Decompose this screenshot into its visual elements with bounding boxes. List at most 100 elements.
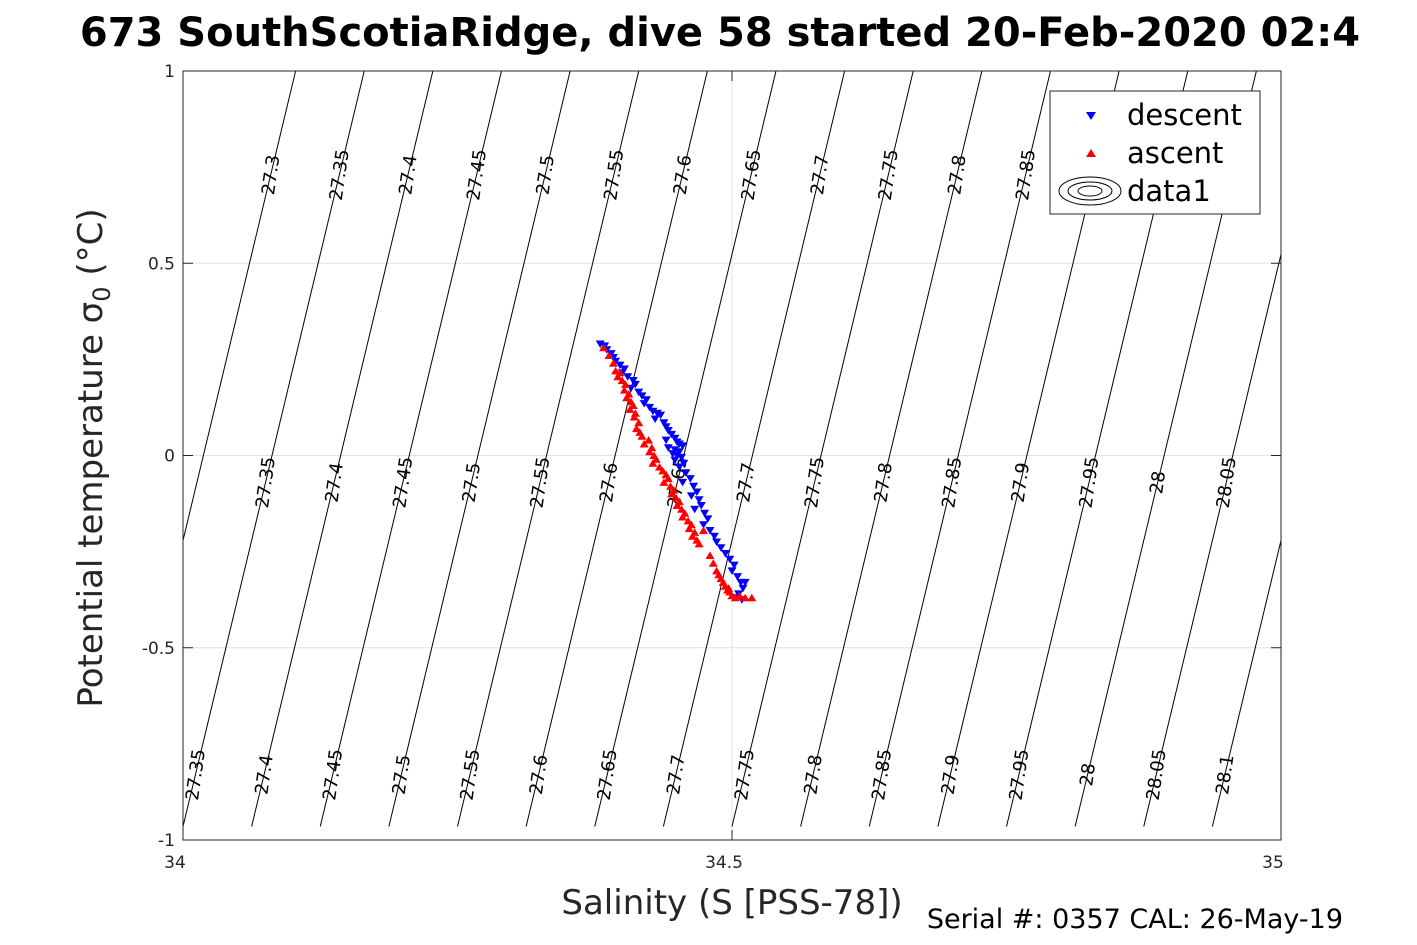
ascent-point — [659, 478, 669, 486]
density-contour-label: 28 — [1146, 470, 1170, 496]
descent-point — [694, 496, 704, 504]
ascent-point — [613, 372, 623, 381]
descent-point — [656, 411, 666, 420]
ascent-point — [608, 359, 618, 367]
ascent-point — [619, 386, 629, 394]
x-tick-label: 35 — [1262, 853, 1284, 873]
descent-point — [729, 561, 739, 570]
descent-point — [689, 482, 699, 491]
descent-point — [628, 377, 638, 385]
descent-point — [677, 453, 686, 462]
ascent-point — [599, 343, 608, 352]
ascent-point — [617, 376, 627, 384]
ascent-point — [637, 432, 647, 440]
descent-point — [699, 521, 708, 529]
descent-point — [634, 388, 644, 397]
descent-point — [630, 380, 640, 389]
descent-point — [678, 442, 688, 450]
legend-box — [1049, 90, 1261, 215]
descent-point — [674, 448, 684, 456]
y-axis-label-main: Potential temperature — [71, 323, 111, 707]
density-contour-line — [319, 71, 502, 827]
descent-point — [712, 538, 722, 546]
descent-point — [709, 532, 719, 541]
legend-descent-marker — [1086, 112, 1096, 120]
y-axis-label-sigma: σ — [71, 302, 111, 324]
ascent-point — [630, 409, 640, 417]
descent-point — [686, 492, 696, 500]
descent-point — [733, 573, 742, 581]
density-contour-line — [457, 71, 640, 827]
descent-point — [681, 469, 691, 477]
ascent-point — [672, 501, 682, 509]
legend-contour-icon — [1058, 176, 1122, 206]
descent-point — [670, 446, 680, 454]
ascent-point — [655, 463, 664, 471]
descent-point — [650, 415, 660, 423]
density-contour-line — [183, 71, 365, 827]
ascent-point — [705, 551, 715, 559]
ascent-point — [622, 393, 632, 402]
descent-point — [740, 578, 750, 587]
ascent-point — [708, 559, 718, 567]
ascent-point — [699, 526, 708, 534]
descent-point — [641, 396, 651, 404]
grid-lines — [183, 71, 1281, 840]
x-tick-label: 34 — [164, 853, 186, 873]
legend-descent-label: descent — [1127, 98, 1242, 132]
descent-point — [661, 436, 671, 445]
descent-point — [679, 459, 689, 468]
ascent-point — [634, 418, 644, 427]
y-tick-label: 0 — [164, 447, 175, 467]
ascent-point — [629, 413, 639, 421]
descent-point — [615, 361, 625, 370]
y-tick-label: -1 — [158, 831, 175, 851]
y-tick-label: 1 — [164, 62, 175, 82]
density-contour-line — [251, 71, 434, 827]
ascent-point — [684, 524, 694, 533]
ascent-point — [621, 380, 630, 388]
legend: descent ascent data1 — [1049, 90, 1261, 215]
ascent-point — [694, 539, 704, 548]
descent-point — [725, 555, 735, 564]
descent-point — [670, 456, 680, 465]
descent-series — [595, 340, 750, 604]
descent-point — [645, 403, 655, 412]
descent-point — [690, 505, 700, 514]
descent-point — [663, 444, 673, 452]
descent-point — [727, 567, 737, 575]
ascent-point — [648, 459, 658, 467]
descent-point — [685, 475, 695, 483]
descent-point — [639, 400, 649, 408]
axis-ticks: 34 34.5 35 -1 -0.5 0 0.5 1 — [142, 62, 1284, 873]
descent-point — [700, 509, 710, 518]
descent-point — [720, 550, 730, 558]
descent-point — [668, 450, 678, 458]
density-contour-line — [1143, 252, 1281, 827]
ascent-point — [645, 447, 655, 456]
density-contour-line — [662, 71, 846, 827]
descent-point — [595, 340, 605, 348]
ascent-point — [730, 593, 740, 602]
x-axis-label: Salinity (S [PSS-78]) — [561, 883, 902, 923]
ascent-point — [688, 532, 697, 540]
descent-point — [670, 434, 680, 443]
ascent-series — [599, 343, 757, 602]
y-tick-label: 0.5 — [148, 254, 175, 274]
ascent-point — [747, 593, 757, 602]
descent-point — [659, 419, 669, 427]
y-axis-label: Potential temperature σ0 (°C) — [71, 208, 116, 707]
ascent-point — [677, 505, 686, 513]
density-contour-line — [525, 71, 708, 827]
descent-point — [623, 373, 633, 381]
density-contours — [183, 71, 1281, 827]
density-contour-line — [731, 71, 914, 827]
descent-point — [705, 527, 715, 535]
descent-point — [674, 463, 684, 471]
descent-point — [667, 430, 677, 439]
descent-point — [716, 544, 726, 552]
legend-ascent-label: ascent — [1127, 136, 1223, 170]
density-contour-label: 28 — [1076, 762, 1100, 788]
descent-point — [672, 452, 682, 460]
